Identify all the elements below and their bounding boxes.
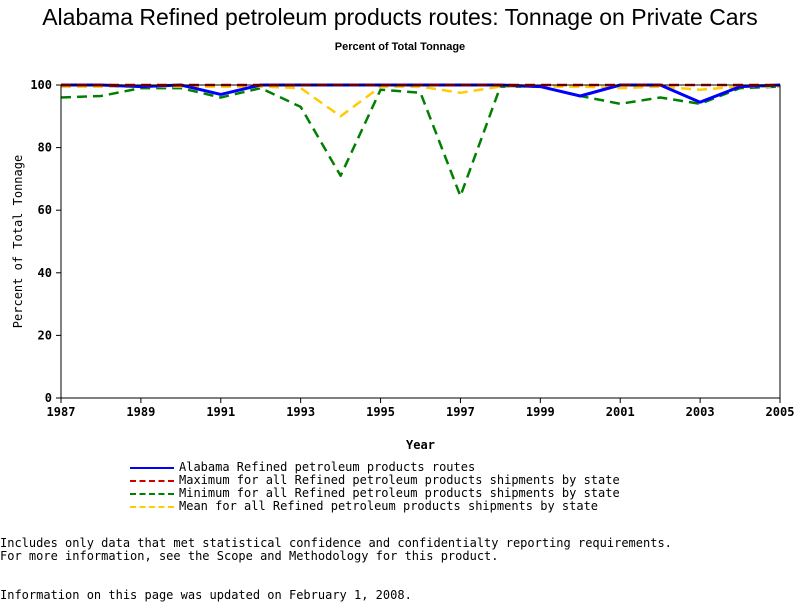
y-tick-label: 20 xyxy=(38,328,52,342)
line-chart: 1987 1989 1991 1993 1995 1997 1999 2001 2003 2005… xyxy=(11,78,795,452)
footnote-methodology: For more information, see the Scope and … xyxy=(0,549,499,563)
legend-swatch-blue xyxy=(130,466,174,469)
x-tick-label: 1989 xyxy=(126,405,155,419)
plot-series xyxy=(60,83,781,198)
footnote-updated: Information on this page was updated on … xyxy=(0,588,412,602)
legend-swatch-green-dashed xyxy=(130,492,174,495)
plot-frame xyxy=(60,84,781,399)
x-tick-label: 1991 xyxy=(206,405,235,419)
y-tick-label: 100 xyxy=(30,78,52,92)
y-tick-label: 40 xyxy=(38,266,52,280)
chart-subtitle: Percent of Total Tonnage xyxy=(334,41,466,53)
legend-label: Maximum for all Refined petroleum produc… xyxy=(179,473,620,487)
legend-swatch-yellow-dashed xyxy=(130,505,174,508)
y-tick-label: 80 xyxy=(38,141,52,155)
legend-item-minimum: Minimum for all Refined petroleum produc… xyxy=(130,487,620,500)
y-tick-label: 0 xyxy=(45,391,52,405)
x-tick-label: 1995 xyxy=(366,405,395,419)
x-axis: 1987 1989 1991 1993 1995 1997 1999 2001 2003 2005 xyxy=(47,398,795,419)
chart-title: Alabama Refined petroleum products route… xyxy=(42,4,758,30)
x-tick-label: 1997 xyxy=(446,405,475,419)
legend-item-alabama-routes: Alabama Refined petroleum products route… xyxy=(130,461,620,474)
y-axis: 0 20 40 60 80 100 xyxy=(30,78,61,405)
legend-item-maximum: Maximum for all Refined petroleum produc… xyxy=(130,474,620,487)
y-tick-label: 60 xyxy=(38,203,52,217)
legend-label: Alabama Refined petroleum products route… xyxy=(179,460,476,474)
x-axis-label: Year xyxy=(406,438,435,452)
legend-item-mean: Mean for all Refined petroleum products … xyxy=(130,500,620,513)
footnote-confidence: Includes only data that met statistical … xyxy=(0,536,672,550)
x-tick-label: 1993 xyxy=(286,405,315,419)
legend-label: Mean for all Refined petroleum products … xyxy=(179,499,599,513)
x-tick-label: 2003 xyxy=(686,405,715,419)
series-line-3 xyxy=(61,85,780,118)
legend-label: Minimum for all Refined petroleum produc… xyxy=(179,486,620,500)
x-tick-label: 2005 xyxy=(766,405,795,419)
x-tick-label: 1987 xyxy=(47,405,76,419)
y-axis-label: Percent of Total Tonnage xyxy=(11,155,25,328)
series-line-2 xyxy=(60,85,781,198)
x-tick-label: 1999 xyxy=(526,405,555,419)
legend-swatch-red-dashed xyxy=(130,479,174,482)
x-tick-label: 2001 xyxy=(606,405,635,419)
chart-legend: Alabama Refined petroleum products route… xyxy=(130,461,620,513)
